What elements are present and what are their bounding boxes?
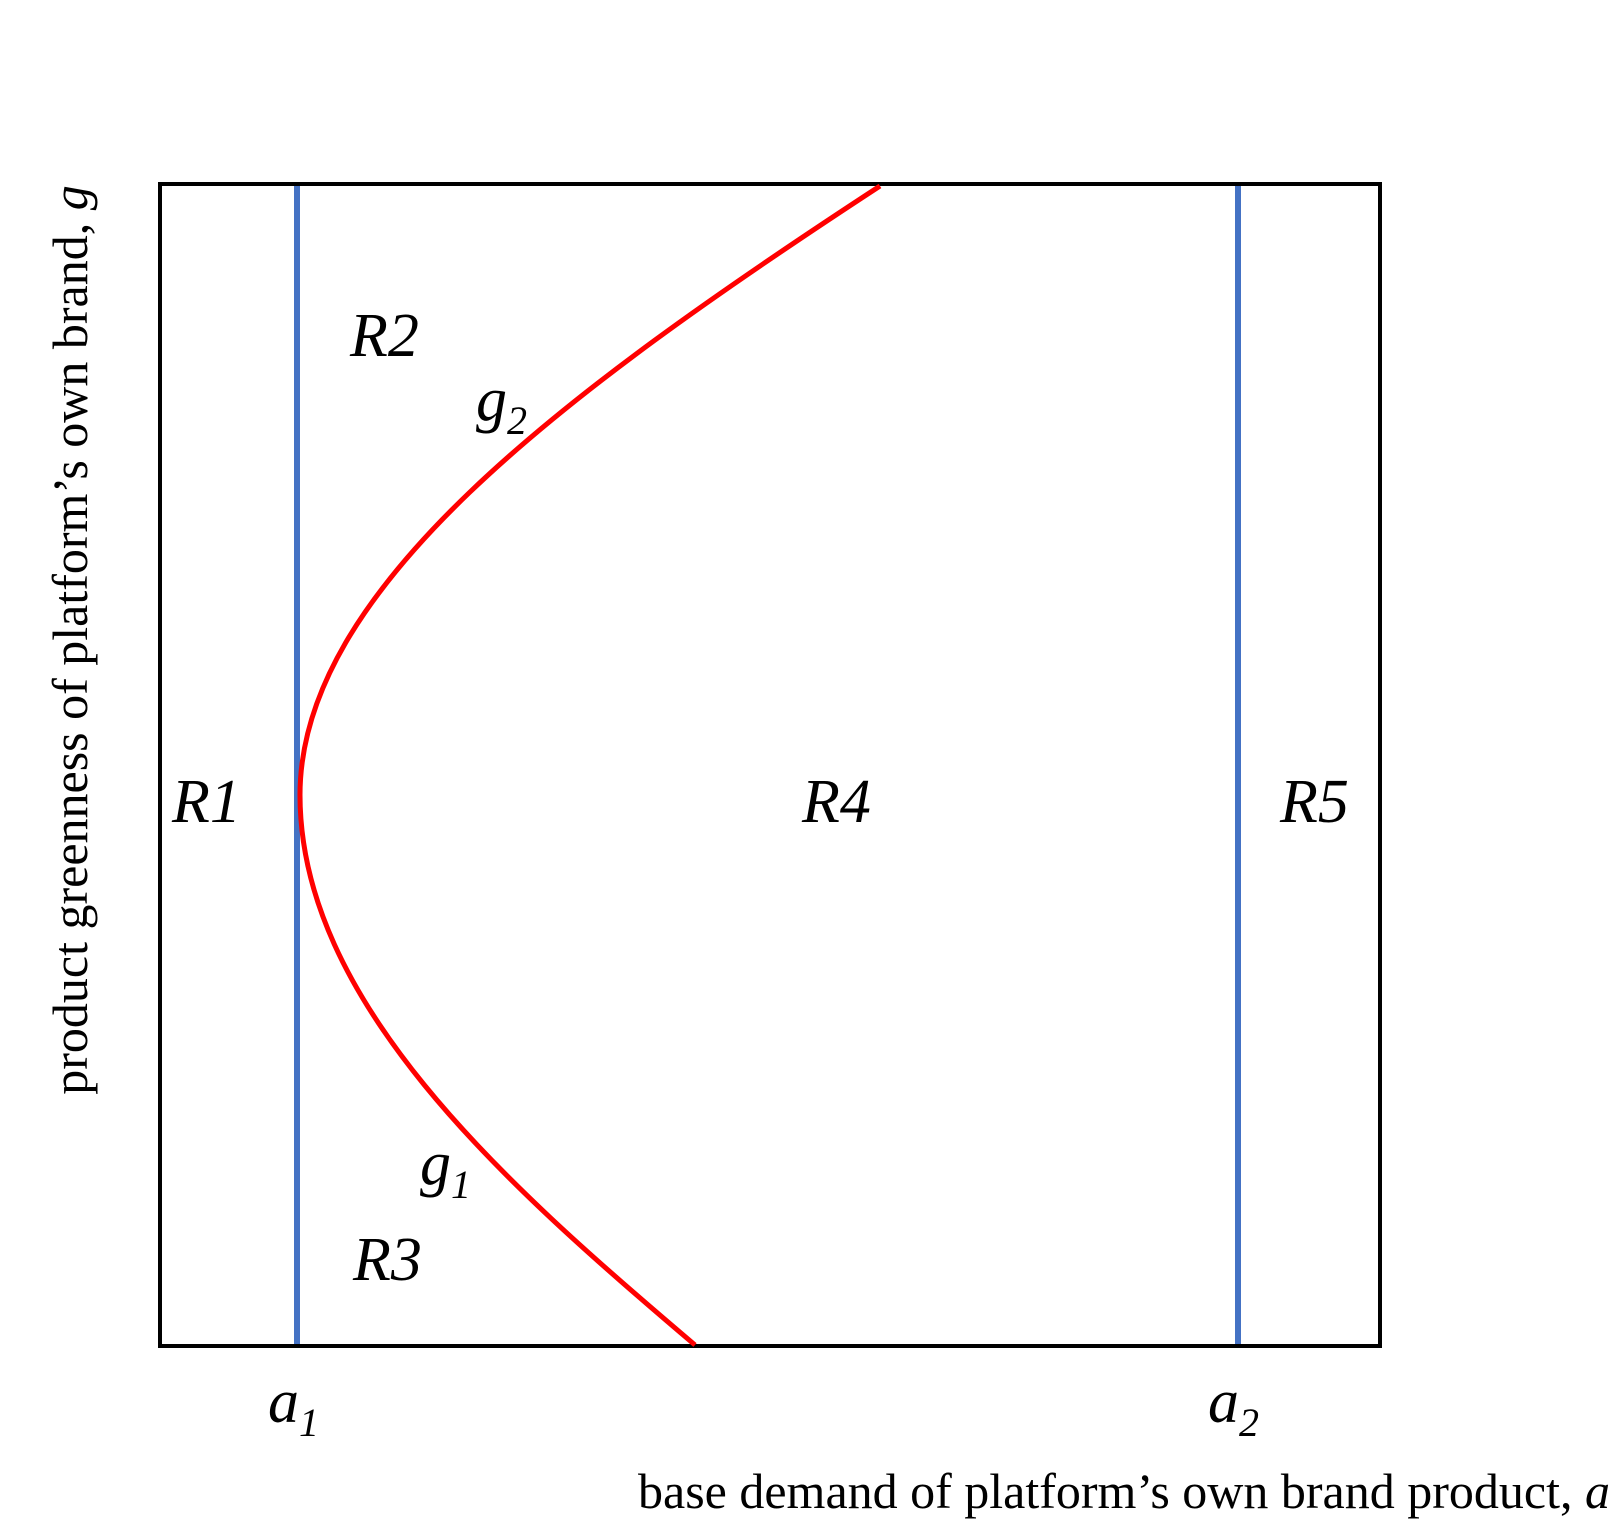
tick-label-a2: a2	[1208, 1368, 1259, 1445]
region-label-r1: R1	[171, 768, 241, 836]
curve-label-g2: g2	[476, 366, 527, 443]
tick-label-a1: a1	[268, 1368, 319, 1445]
region-label-r5: R5	[1279, 768, 1349, 836]
region-label-r3: R3	[352, 1226, 422, 1294]
curve-label-g1: g1	[420, 1130, 471, 1207]
region-label-r2: R2	[349, 302, 419, 370]
plot-frame	[158, 182, 1382, 1348]
region-label-r4: R4	[801, 768, 871, 836]
y-axis-title: product greenness of platform’s own bran…	[42, 185, 98, 1095]
boundary-curve-g1-g2	[297, 183, 882, 1347]
x-axis-title: base demand of platform’s own brand prod…	[638, 1463, 1610, 1519]
